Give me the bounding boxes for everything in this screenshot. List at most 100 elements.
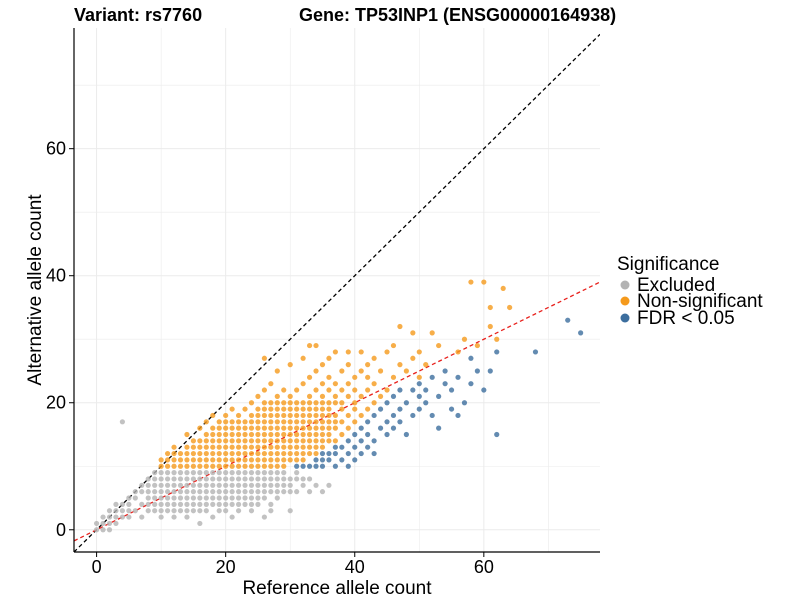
point-non-significant (300, 419, 306, 425)
point-excluded (242, 495, 248, 501)
point-excluded (216, 508, 222, 514)
point-fdr-0-05 (352, 444, 358, 450)
point-non-significant (294, 444, 300, 450)
point-non-significant (171, 457, 177, 463)
point-excluded (223, 489, 229, 495)
point-non-significant (487, 323, 493, 330)
point-non-significant (248, 419, 255, 425)
point-non-significant (242, 463, 248, 469)
point-non-significant (216, 457, 222, 463)
point-fdr-0-05 (345, 463, 351, 469)
point-non-significant (281, 463, 287, 469)
point-non-significant (345, 362, 351, 368)
point-non-significant (184, 450, 190, 457)
point-excluded (203, 495, 209, 501)
point-excluded (132, 508, 138, 514)
point-excluded (113, 501, 119, 507)
point-non-significant (352, 406, 358, 412)
point-excluded (229, 514, 235, 520)
point-fdr-0-05 (313, 463, 319, 469)
point-non-significant (345, 349, 351, 355)
point-excluded (197, 495, 203, 501)
point-excluded (164, 470, 171, 476)
y-tick-label: 0 (56, 520, 66, 540)
point-non-significant (190, 444, 196, 450)
point-excluded (229, 501, 235, 507)
point-fdr-0-05 (313, 457, 319, 463)
point-excluded (158, 489, 164, 495)
point-fdr-0-05 (468, 355, 474, 361)
point-non-significant (313, 419, 319, 425)
point-non-significant (216, 419, 222, 425)
point-excluded (197, 508, 203, 514)
point-excluded (294, 489, 300, 495)
point-non-significant (274, 425, 280, 431)
point-excluded (184, 489, 190, 495)
point-excluded (184, 501, 190, 507)
point-excluded (164, 489, 171, 495)
point-excluded (171, 482, 177, 488)
point-non-significant (300, 431, 306, 438)
point-excluded (287, 489, 293, 495)
point-non-significant (339, 400, 345, 406)
point-non-significant (461, 336, 468, 342)
axes (73, 28, 600, 553)
point-non-significant (248, 412, 255, 419)
point-excluded (242, 470, 248, 476)
point-excluded (210, 476, 216, 482)
point-fdr-0-05 (403, 400, 409, 406)
point-excluded (177, 489, 184, 495)
point-non-significant (358, 412, 364, 419)
point-non-significant (248, 438, 255, 444)
point-non-significant (274, 444, 280, 450)
point-excluded (223, 495, 229, 501)
point-non-significant (294, 431, 300, 438)
point-non-significant (371, 400, 377, 406)
point-excluded (294, 476, 300, 482)
point-fdr-0-05 (448, 387, 455, 393)
point-excluded (106, 508, 113, 514)
point-non-significant (326, 425, 332, 431)
point-non-significant (248, 431, 255, 438)
point-non-significant (313, 438, 319, 444)
point-fdr-0-05 (358, 425, 364, 431)
point-non-significant (306, 450, 313, 457)
y-tick-label: 40 (46, 266, 66, 286)
point-non-significant (455, 349, 461, 355)
point-non-significant (294, 419, 300, 425)
point-fdr-0-05 (339, 444, 345, 450)
point-non-significant (319, 393, 326, 399)
point-non-significant (229, 425, 235, 431)
point-excluded (248, 501, 255, 507)
point-excluded (216, 482, 222, 488)
point-fdr-0-05 (423, 400, 429, 406)
point-excluded (268, 508, 274, 514)
point-non-significant (332, 400, 338, 406)
point-non-significant (255, 463, 261, 469)
point-non-significant (487, 304, 493, 311)
point-non-significant (261, 450, 267, 457)
point-excluded (229, 489, 235, 495)
point-non-significant (300, 425, 306, 431)
point-non-significant (242, 419, 248, 425)
point-non-significant (468, 279, 474, 285)
point-non-significant (158, 463, 164, 469)
point-non-significant (332, 349, 338, 355)
point-non-significant (500, 285, 506, 292)
point-excluded (119, 501, 126, 507)
point-non-significant (306, 425, 313, 431)
point-excluded (287, 482, 293, 488)
point-non-significant (210, 431, 216, 438)
point-non-significant (268, 438, 274, 444)
ticks: 0 20 40 60 0 20 40 60 (46, 139, 494, 577)
point-non-significant (319, 438, 326, 444)
data-points (93, 279, 584, 533)
point-non-significant (377, 393, 384, 399)
x-tick-label: 20 (216, 557, 236, 577)
point-non-significant (203, 444, 209, 450)
point-non-significant (494, 336, 500, 342)
point-non-significant (319, 400, 326, 406)
point-excluded (158, 495, 164, 501)
point-fdr-0-05 (332, 450, 338, 457)
